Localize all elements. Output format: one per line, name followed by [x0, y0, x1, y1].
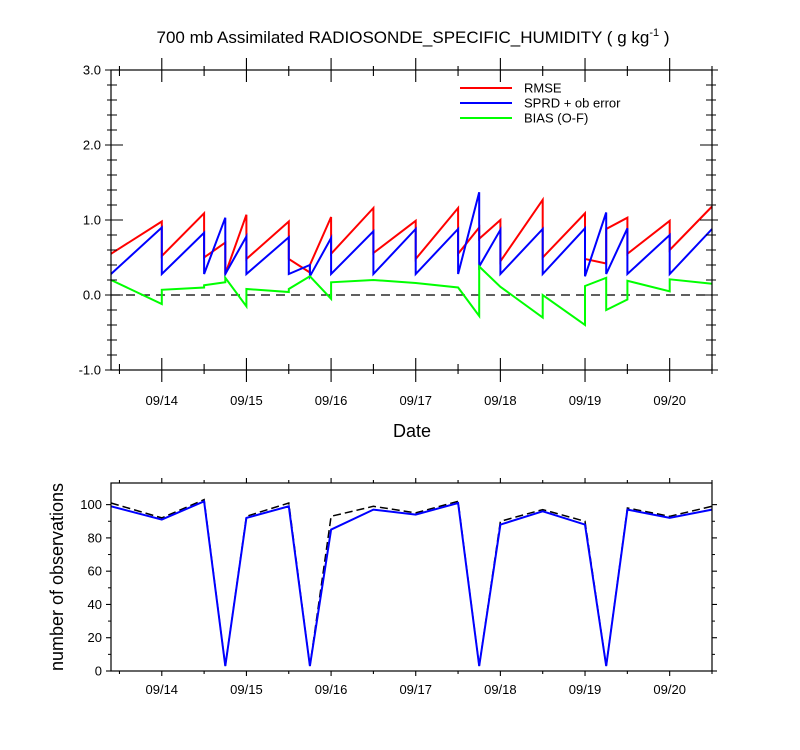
x-tick-label: 09/20	[653, 393, 686, 408]
rmse-spread-bias-panel: -1.0 0.0 1.0 2.0 3.0 09/14 09/15 09/16 09/17 09/1…	[79, 58, 718, 441]
y-tick-label: 60	[88, 564, 102, 579]
legend-label-rmse: RMSE	[524, 81, 562, 96]
y-tick-label: 80	[88, 530, 102, 545]
x-tick-label: 09/16	[315, 393, 348, 408]
y-tick-label: 3.0	[83, 63, 101, 78]
x-tick-label: 09/14	[146, 682, 179, 697]
x-tick-label: 09/18	[484, 682, 517, 697]
x-axis-label: Date	[393, 421, 431, 441]
y-tick-label: 20	[88, 630, 102, 645]
legend-label-bias-o-f: BIAS (O-F)	[524, 111, 588, 126]
x-tick-label: 09/17	[399, 682, 432, 697]
x-tick-label: 09/18	[484, 393, 517, 408]
legend-label-sprd-ob-error: SPRD + ob error	[524, 96, 621, 111]
observation-count-panel: 0 20 40 60 80 100 09/14 09/15 09/16 09/17 09/18 09/…	[47, 478, 717, 697]
x-tick-label: 09/15	[230, 393, 263, 408]
y-tick-label: 40	[88, 597, 102, 612]
x-tick-label: 09/15	[230, 682, 263, 697]
x-tick-label: 09/16	[315, 682, 348, 697]
series-bias-o-f	[110, 264, 713, 327]
x-tick-label: 09/19	[569, 393, 602, 408]
x-tick-label: 09/14	[146, 393, 179, 408]
chart-title: 700 mb Assimilated RADIOSONDE_SPECIFIC_H…	[157, 27, 670, 47]
x-tick-label: 09/20	[653, 682, 686, 697]
series-assimilated-observations	[110, 499, 713, 667]
plot-frame	[110, 482, 713, 672]
y-tick-label: 1.0	[83, 213, 101, 228]
y-tick-label: 0	[95, 664, 102, 679]
y-tick-label: -1.0	[79, 363, 101, 378]
x-tick-label: 09/17	[399, 393, 432, 408]
y-tick-label: 100	[80, 497, 102, 512]
x-tick-label: 09/19	[569, 682, 602, 697]
y-axis-label: number of observations	[47, 483, 67, 671]
y-tick-label: 2.0	[83, 138, 101, 153]
y-tick-label: 0.0	[83, 288, 101, 303]
series-sprd-ob-error	[110, 192, 713, 281]
series-possible-observations	[110, 498, 713, 667]
